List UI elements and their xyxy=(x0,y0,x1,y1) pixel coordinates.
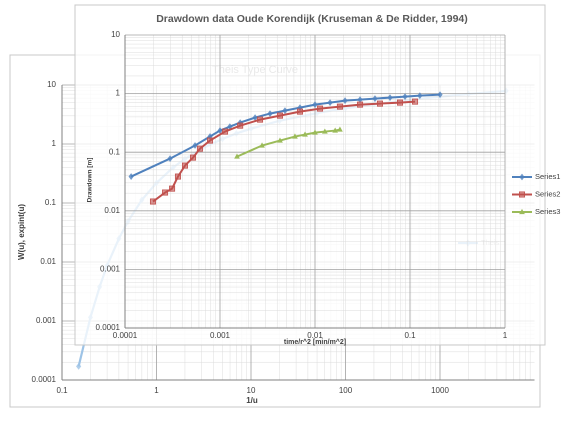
marker xyxy=(76,363,82,370)
legend-label: Series2 xyxy=(535,189,560,198)
marker xyxy=(337,126,343,132)
x-axis-label: time/r^2 [min/m^2] xyxy=(284,338,346,346)
x-tick-label: 0.01 xyxy=(307,331,323,340)
marker xyxy=(252,114,258,122)
x-tick-label: 100 xyxy=(339,386,353,395)
marker xyxy=(237,122,244,129)
x-axis-label: 1/u xyxy=(246,396,258,405)
marker xyxy=(336,103,343,110)
x-tick-label: 0.1 xyxy=(56,386,68,395)
marker xyxy=(257,116,264,123)
y-tick-label: 0.01 xyxy=(40,257,56,266)
marker xyxy=(190,154,197,161)
marker xyxy=(372,95,378,102)
marker xyxy=(181,162,188,169)
marker xyxy=(417,92,423,99)
marker xyxy=(128,173,134,180)
marker xyxy=(412,98,419,105)
marker xyxy=(332,127,339,133)
marker xyxy=(357,101,364,108)
x-tick-label: 0.0001 xyxy=(113,331,138,340)
marker xyxy=(162,189,169,196)
marker xyxy=(519,208,525,215)
marker xyxy=(297,104,303,111)
marker xyxy=(397,99,404,106)
x-tick-label: 1 xyxy=(503,331,508,340)
marker xyxy=(402,93,408,100)
y-tick-label: 0.1 xyxy=(45,198,57,207)
y-tick-label: 1 xyxy=(52,139,57,148)
marker xyxy=(302,131,308,137)
y-tick-label: 0.01 xyxy=(104,206,120,215)
marker xyxy=(259,142,265,148)
marker xyxy=(169,185,176,192)
chart: 0.0001 0.001 0.01 0.1 1 10 0.0001 0.001 0.01 0.1 1… xyxy=(74,4,560,346)
marker xyxy=(376,100,383,107)
marker xyxy=(387,94,393,101)
marker xyxy=(192,142,198,149)
plot-area xyxy=(128,91,443,205)
marker xyxy=(327,99,333,106)
marker xyxy=(312,101,318,108)
marker xyxy=(174,173,181,180)
marker xyxy=(296,108,303,115)
marker xyxy=(207,137,214,144)
legend-label: Series1 xyxy=(535,172,560,181)
y-tick-label: 0.0001 xyxy=(96,323,121,332)
marker xyxy=(342,97,348,104)
x-tick-label: 1 xyxy=(154,386,159,395)
marker xyxy=(234,153,240,159)
marker xyxy=(292,133,298,139)
marker xyxy=(267,110,273,117)
marker xyxy=(217,127,223,134)
y-axis-label: W(u), expint(u) xyxy=(17,204,26,260)
chart-title: Drawdown data Oude Korendijk (Kruseman &… xyxy=(156,13,468,25)
legend-label: Series3 xyxy=(535,207,560,216)
x-tick-label: 10 xyxy=(247,386,256,395)
chart-panel xyxy=(74,4,546,346)
y-tick-label: 0.001 xyxy=(36,316,57,325)
y-axis-label: Drawdown [m] xyxy=(87,158,94,203)
marker xyxy=(357,96,363,103)
marker xyxy=(519,191,526,198)
marker xyxy=(282,107,288,114)
marker xyxy=(317,105,324,112)
marker xyxy=(322,128,328,134)
y-tick-label: 10 xyxy=(47,80,56,89)
marker xyxy=(196,145,203,152)
y-tick-label: 1 xyxy=(116,89,121,98)
marker xyxy=(276,112,283,119)
y-tick-label: 0.001 xyxy=(100,265,121,274)
marker xyxy=(149,198,156,205)
marker xyxy=(437,91,443,98)
marker xyxy=(222,128,229,135)
x-tick-label: 0.1 xyxy=(404,331,416,340)
marker xyxy=(277,137,283,143)
marker xyxy=(312,129,318,135)
marker xyxy=(167,155,173,162)
x-tick-label: 0.001 xyxy=(210,331,231,340)
x-tick-label: 1000 xyxy=(431,386,449,395)
y-tick-label: 0.1 xyxy=(109,147,121,156)
y-tick-label: 0.0001 xyxy=(32,375,57,384)
marker xyxy=(519,173,525,181)
y-tick-label: 10 xyxy=(111,30,120,39)
